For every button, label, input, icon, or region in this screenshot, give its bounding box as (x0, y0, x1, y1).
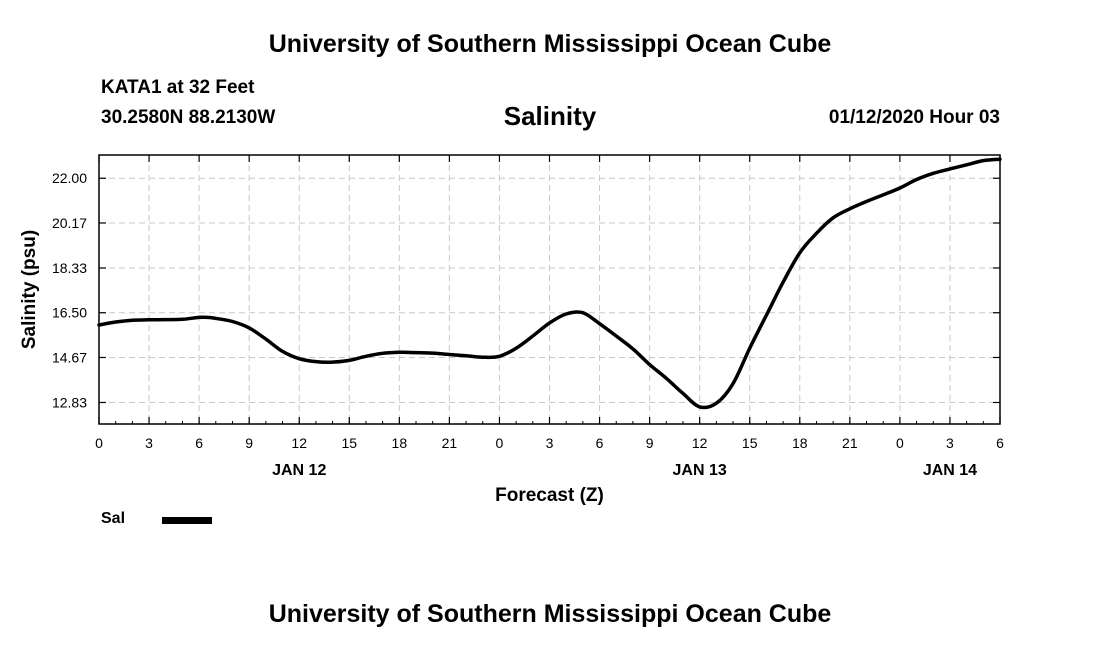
x-tick-label: 3 (145, 435, 153, 451)
legend-label: Sal (101, 510, 126, 527)
station-label: KATA1 at 32 Feet (101, 77, 255, 98)
y-tick-label: 16.50 (52, 305, 87, 321)
chart-title: Salinity (503, 101, 597, 131)
footer-title: University of Southern Mississippi Ocean… (268, 600, 832, 628)
x-tick-label: 21 (442, 435, 458, 451)
x-tick-label: 0 (496, 435, 504, 451)
series-line-sal (97, 157, 1002, 410)
page-title: University of Southern Mississippi Ocean… (268, 30, 832, 58)
forecast-datetime: 01/12/2020 Hour 03 (828, 107, 1000, 128)
y-tick-label: 14.67 (52, 349, 87, 365)
x-tick-label: 21 (842, 435, 858, 451)
x-tick-label: 6 (596, 435, 604, 451)
x-tick-label: 0 (896, 435, 904, 451)
station-coordinates: 30.2580N 88.2130W (101, 107, 276, 128)
x-tick-label: 3 (546, 435, 554, 451)
axis-labels: 0 3 6 9 12 15 18 21 0 3 6 9 12 15 18 21 0 3 6 JAN 12 JAN 13 J… (19, 170, 1004, 506)
x-tick-label: 6 (996, 435, 1004, 451)
x-tick-label: 6 (195, 435, 203, 451)
x-tick-label: 18 (792, 435, 808, 451)
axis-ticks (98, 155, 1001, 424)
x-tick-label: 18 (392, 435, 408, 451)
y-axis-title: Salinity (psu) (19, 230, 40, 349)
y-tick-label: 12.83 (52, 394, 87, 410)
date-label: JAN 12 (272, 462, 326, 479)
x-tick-label: 12 (291, 435, 307, 451)
x-tick-label: 9 (245, 435, 253, 451)
y-tick-label: 22.00 (52, 170, 87, 186)
y-tick-label: 18.33 (52, 260, 87, 276)
x-tick-label: 9 (646, 435, 654, 451)
legend-line-swatch (162, 517, 212, 524)
x-axis-title: Forecast (Z) (495, 485, 604, 506)
date-label: JAN 13 (673, 462, 727, 479)
date-label: JAN 14 (923, 462, 977, 479)
x-tick-label: 12 (692, 435, 708, 451)
x-tick-label: 15 (742, 435, 758, 451)
x-tick-label: 15 (341, 435, 357, 451)
x-tick-label: 3 (946, 435, 954, 451)
grid-lines (99, 155, 1000, 424)
x-tick-label: 0 (95, 435, 103, 451)
y-tick-label: 20.17 (52, 215, 87, 231)
series-layer (97, 157, 1002, 410)
